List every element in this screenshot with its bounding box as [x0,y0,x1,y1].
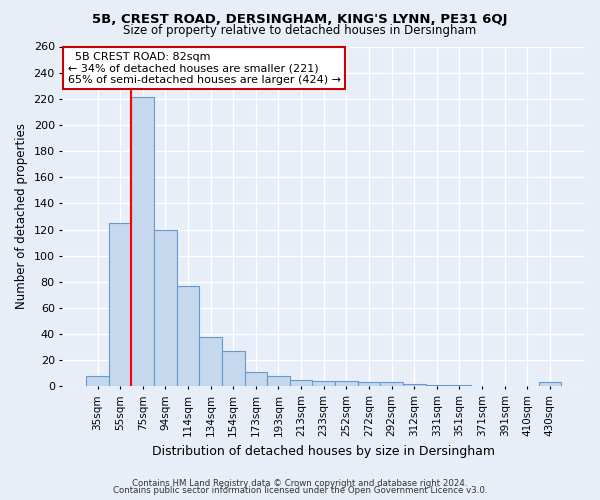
Text: Size of property relative to detached houses in Dersingham: Size of property relative to detached ho… [124,24,476,37]
Y-axis label: Number of detached properties: Number of detached properties [15,124,28,310]
Bar [86,376,109,386]
Bar [358,382,380,386]
Bar [131,98,154,387]
Text: Contains HM Land Registry data © Crown copyright and database right 2024.: Contains HM Land Registry data © Crown c… [132,478,468,488]
Bar [199,336,222,386]
Bar [176,286,199,386]
Bar [448,385,471,386]
Bar [403,384,425,386]
Bar [109,223,131,386]
Bar [222,351,245,386]
Text: 5B CREST ROAD: 82sqm  
← 34% of detached houses are smaller (221)
65% of semi-de: 5B CREST ROAD: 82sqm ← 34% of detached h… [68,52,341,85]
Bar [154,230,176,386]
Bar [290,380,313,386]
Text: Contains public sector information licensed under the Open Government Licence v3: Contains public sector information licen… [113,486,487,495]
X-axis label: Distribution of detached houses by size in Dersingham: Distribution of detached houses by size … [152,444,495,458]
Bar [425,385,448,386]
Bar [245,372,267,386]
Bar [539,382,561,386]
Text: 5B, CREST ROAD, DERSINGHAM, KING'S LYNN, PE31 6QJ: 5B, CREST ROAD, DERSINGHAM, KING'S LYNN,… [92,12,508,26]
Bar [313,381,335,386]
Bar [267,376,290,386]
Bar [335,381,358,386]
Bar [380,382,403,386]
